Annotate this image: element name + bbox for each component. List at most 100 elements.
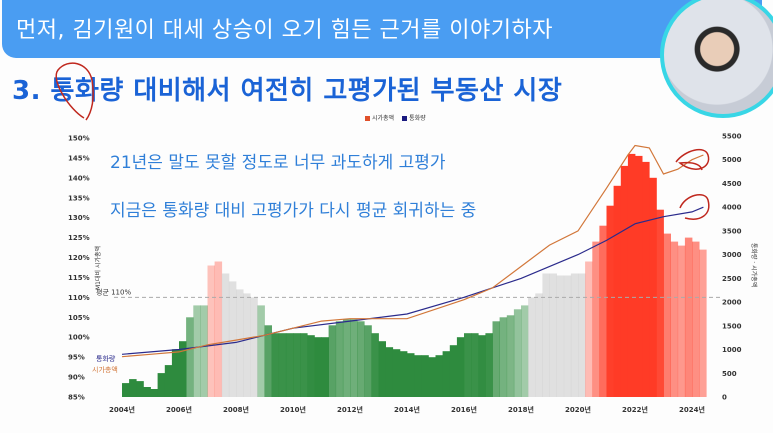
right-tick-label: 0 [722,394,727,402]
annotation-note-1: 21년은 말도 못할 정도로 너무 과도하게 고평가 [110,153,446,173]
ratio-bar [670,241,679,397]
x-tick-label: 2018년 [508,405,534,414]
hand-scribble-bottom [679,193,710,220]
ratio-bar [627,153,636,397]
ratio-bar [207,265,215,397]
left-tick-label: 145% [68,154,90,162]
hand-scribble-top [675,148,710,171]
ratio-bar [385,347,394,397]
ratio-bar [677,245,686,397]
banner-text: 먼저, 김기원이 대세 상승이 오기 힘든 근거를 이야기하자 [16,18,553,43]
right-tick-label: 2500 [722,275,742,283]
ratio-bar [392,349,401,397]
ratio-bar [684,237,693,397]
ratio-bar [556,275,565,397]
ratio-bar [585,261,593,397]
ratio-bar [485,333,493,397]
left-axis-label: M1대비 시가총액 [94,246,102,290]
ratio-bar [570,273,579,397]
ratio-bar [179,341,187,397]
ratio-bar [620,165,629,397]
left-tick-label: 130% [68,214,90,222]
left-tick-label: 150% [68,135,90,143]
ratio-bar [521,305,529,397]
ratio-bar [656,209,664,397]
right-tick-label: 500 [722,370,737,378]
right-tick-label: 5500 [722,133,742,141]
ratio-bar [186,317,194,397]
top-banner: 먼저, 김기원이 대세 상승이 오기 힘든 근거를 이야기하자 [2,0,762,58]
right-tick-label: 5000 [722,156,742,164]
x-tick-label: 2024년 [679,405,705,414]
x-tick-label: 2020년 [565,405,591,414]
ratio-bar [606,205,614,397]
right-tick-label: 2000 [722,299,742,307]
ratio-bar [492,321,500,397]
left-tick-label: 125% [68,234,90,242]
ratio-bar [542,273,550,397]
left-tick-label: 100% [68,334,90,342]
left-tick-label: 95% [68,354,85,362]
x-tick-label: 2006년 [166,405,192,414]
ratio-bar [285,333,294,397]
ratio-bar [407,353,415,397]
right-tick-label: 3500 [722,227,742,235]
ratio-bar [350,319,358,397]
ratio-bar [193,305,201,397]
ratio-bar [257,305,265,397]
ratio-bar [599,225,607,397]
ratio-bar [449,345,458,397]
ratio-bar [200,305,208,397]
ratio-bar [699,249,707,397]
right-axis-label: 통화량 · 시가총액 [750,243,758,287]
ratio-bar [428,357,436,397]
slide-title: 3. 통화량 대비해서 여전히 고평가된 부동산 시장 [12,76,563,106]
ratio-bar [649,177,657,397]
ratio-bar [293,333,301,397]
left-tick-label: 140% [68,174,90,182]
ratio-bar [563,275,572,397]
right-tick-label: 4000 [722,204,742,212]
left-tick-label: 105% [68,314,90,322]
x-tick-label: 2014년 [394,405,420,414]
ratio-bar [321,337,329,397]
ratio-bar [236,289,244,397]
ratio-bar [278,333,287,397]
ratio-bar [150,389,158,397]
ratio-bar [357,321,365,397]
left-tick-label: 85% [68,394,85,402]
ratio-bar [250,297,258,397]
ratio-bar [335,321,344,397]
market-cap-line [121,144,704,358]
ratio-bar [592,241,600,397]
left-tick-label: 135% [68,194,90,202]
ratio-bar [122,383,130,397]
right-tick-label: 1500 [722,322,742,330]
ratio-bar [364,325,372,397]
ratio-bar [442,351,451,397]
ratio-bar [528,297,536,397]
left-tick-label: 115% [68,274,90,282]
legend-item-market-cap: 시가총액 [365,113,394,122]
ratio-bar [435,355,443,397]
ratio-bar [300,333,308,397]
ratio-bar [506,315,515,397]
ratio-bar [243,293,251,397]
average-label: 평균 110% [96,287,131,296]
ratio-bar [478,335,486,397]
ratio-bar [307,335,315,397]
ratio-bar [157,373,166,397]
ratio-bar [578,273,586,397]
ratio-bar [549,273,557,397]
ratio-bar [214,261,223,397]
x-tick-label: 2010년 [280,405,306,414]
ratio-bar [692,241,700,397]
ratio-bar [414,355,422,397]
ratio-bar [499,317,508,397]
ratio-bar [471,333,479,397]
chart-legend: 시가총액 통화량 [365,113,426,122]
series-label-market-cap: 시가총액 [92,365,118,374]
left-tick-label: 110% [68,294,90,302]
ratio-bar [171,349,180,397]
